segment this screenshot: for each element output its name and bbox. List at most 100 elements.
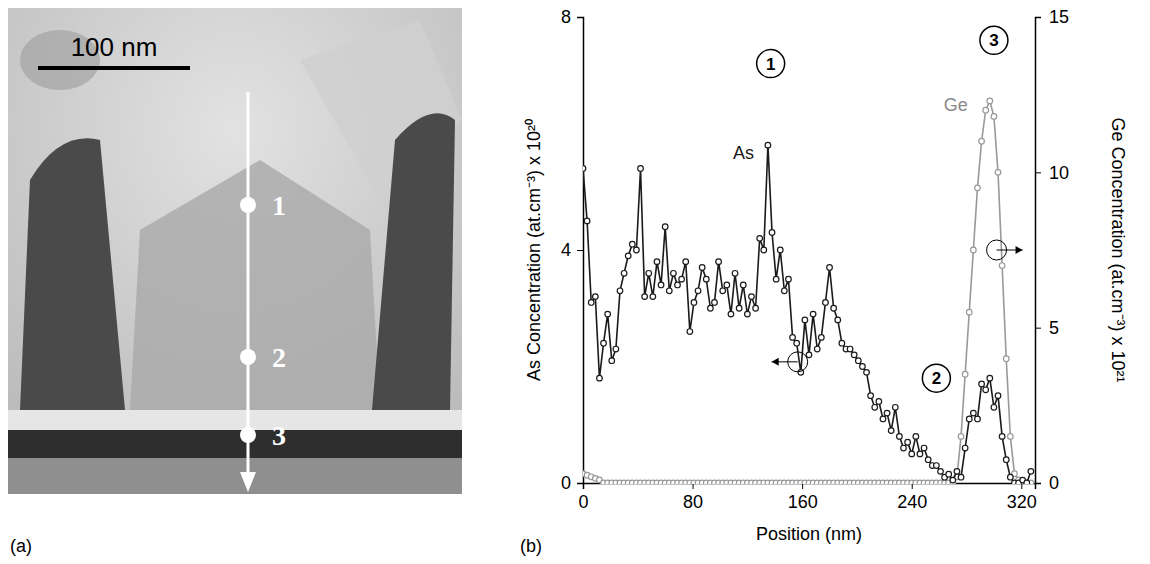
marker xyxy=(761,247,767,253)
marker xyxy=(819,335,825,341)
axis-pointer xyxy=(987,240,1023,260)
scale-bar-label: 100 nm xyxy=(71,32,158,62)
marker xyxy=(1024,480,1030,484)
axis-line xyxy=(577,18,584,484)
panel-b: 080160240320048051015Position (nm)As Con… xyxy=(520,7,1128,556)
marker xyxy=(831,305,837,311)
marker xyxy=(934,463,940,469)
marker xyxy=(687,329,693,335)
marker xyxy=(782,288,788,294)
tick-label: 15 xyxy=(1049,7,1069,27)
series xyxy=(583,142,1034,484)
annotation-circle xyxy=(922,364,950,392)
marker xyxy=(703,276,709,282)
marker xyxy=(925,457,931,463)
marker xyxy=(638,166,644,172)
marker xyxy=(847,346,853,352)
marker xyxy=(1024,480,1030,484)
marker xyxy=(769,230,775,236)
profile-line xyxy=(247,92,250,480)
layer xyxy=(8,410,462,430)
annotation-label: 3 xyxy=(989,31,998,50)
marker xyxy=(909,451,915,457)
marker xyxy=(888,428,894,434)
marker xyxy=(884,410,890,416)
marker xyxy=(802,317,808,323)
marker xyxy=(662,224,668,230)
tick-label: 0 xyxy=(1049,473,1059,493)
marker xyxy=(593,294,599,300)
marker xyxy=(966,309,972,315)
marker xyxy=(724,282,730,288)
marker xyxy=(745,311,751,317)
marker xyxy=(971,247,977,253)
annotation-circle xyxy=(757,50,785,78)
axis-pointer-head xyxy=(1016,246,1023,254)
tick-label: 160 xyxy=(788,492,818,512)
marker xyxy=(728,311,734,317)
marker xyxy=(773,276,779,282)
y2-axis-title: Ge Concentration (at.cm⁻³) x 10²¹ xyxy=(1108,117,1128,382)
series xyxy=(583,98,1034,484)
marker xyxy=(913,434,919,440)
marker xyxy=(621,271,627,277)
tick-label: 5 xyxy=(1049,318,1059,338)
profile-point-label: 2 xyxy=(272,342,286,373)
micrograph-background xyxy=(8,8,462,494)
profile-point xyxy=(240,427,256,443)
marker xyxy=(671,271,677,277)
marker xyxy=(720,288,726,294)
annotation-label: 2 xyxy=(932,369,941,388)
marker xyxy=(971,410,977,416)
marker xyxy=(966,416,972,422)
marker xyxy=(995,393,1001,399)
tick-label: 320 xyxy=(1007,492,1037,512)
marker xyxy=(975,185,981,191)
tick: 8 xyxy=(561,7,583,27)
tick: 0 xyxy=(561,473,583,493)
marker xyxy=(583,166,586,172)
y-axis-title: As Concentration (at.cm⁻³) x 10²⁰ xyxy=(524,119,544,381)
axis-pointer xyxy=(772,352,808,372)
series-line xyxy=(583,145,1031,483)
plot-area xyxy=(583,98,1034,484)
spacer xyxy=(372,113,455,410)
marker xyxy=(597,375,603,381)
profile-point xyxy=(240,349,256,365)
tick-mark xyxy=(1035,172,1041,173)
marker xyxy=(1008,474,1014,480)
annotation-label: 1 xyxy=(766,55,775,74)
tick-mark xyxy=(577,483,583,484)
marker xyxy=(790,335,796,341)
marker xyxy=(1008,434,1014,440)
marker xyxy=(954,469,960,475)
grain xyxy=(130,160,380,410)
y-axis: 048 xyxy=(561,7,584,493)
marker xyxy=(921,445,927,451)
marker xyxy=(777,247,783,253)
marker xyxy=(654,259,660,265)
marker xyxy=(999,263,1005,269)
marker xyxy=(905,439,911,445)
tick: 160 xyxy=(788,483,818,512)
marker xyxy=(588,300,594,306)
tick-mark xyxy=(1035,328,1041,329)
tick: 15 xyxy=(1035,7,1069,27)
marker xyxy=(650,294,656,300)
marker xyxy=(658,282,664,288)
marker xyxy=(987,98,993,104)
figure: 100 nm123(a)080160240320048051015Positio… xyxy=(0,0,1150,564)
marker xyxy=(794,340,800,346)
layer xyxy=(8,430,462,458)
axis-line xyxy=(584,484,1036,490)
marker xyxy=(892,404,898,410)
marker xyxy=(753,305,759,311)
marker xyxy=(835,317,841,323)
tick: 10 xyxy=(1035,163,1069,183)
annotation-circle xyxy=(980,26,1008,54)
tick: 0 xyxy=(578,483,588,512)
marker xyxy=(806,352,812,358)
tick-mark xyxy=(577,250,583,251)
tick: 80 xyxy=(683,483,703,512)
spacer xyxy=(20,138,125,410)
